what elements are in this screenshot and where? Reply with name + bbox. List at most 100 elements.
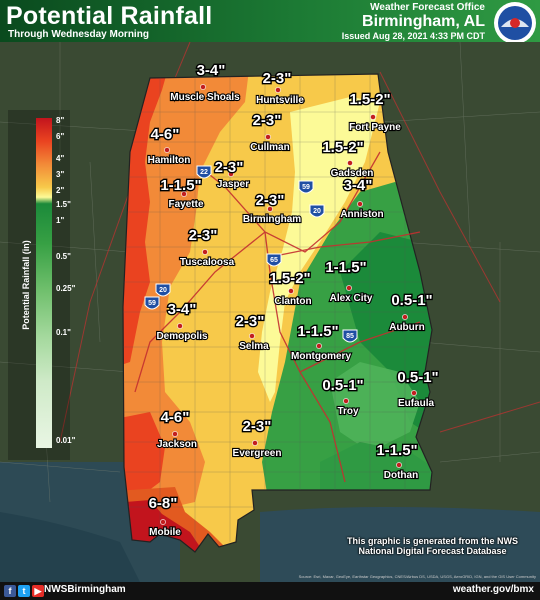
graphic-subtitle: Through Wednesday Morning <box>8 29 149 40</box>
note-line-2: National Digital Forecast Database <box>358 546 507 556</box>
city-markers <box>160 84 417 525</box>
rainfall-amount-label: 3-4" <box>344 177 373 194</box>
city-label: Troy <box>337 406 359 417</box>
legend-tick-label: 0.25" <box>56 284 76 293</box>
interstate-shield-icon: 20 <box>155 283 171 297</box>
legend-tick-label: 4" <box>56 154 65 163</box>
city-label: Alex City <box>330 293 373 304</box>
city-dot-icon <box>249 333 255 339</box>
city-label: Dothan <box>384 470 418 481</box>
city-label: Muscle Shoals <box>170 92 240 103</box>
city-label: Jasper <box>217 179 249 190</box>
interstate-number: 65 <box>270 257 278 264</box>
city-dot-icon <box>316 343 322 349</box>
city-dot-icon <box>402 314 408 320</box>
rainfall-amount-label: 2-3" <box>236 313 265 330</box>
city-dot-icon <box>200 84 206 90</box>
office-name: Weather Forecast Office <box>370 2 485 13</box>
city-label: Hamilton <box>148 155 191 166</box>
legend-color-bar <box>36 118 52 448</box>
facebook-icon[interactable]: f <box>4 585 16 597</box>
interstate-number: 85 <box>346 333 354 340</box>
rainfall-legend: 8" 6" 4" 3" 2" 1.5" 1" 0.5" 0.25" 0.1" 0.01" Poten… <box>8 110 75 460</box>
interstate-shield-icon: 59 <box>298 180 314 194</box>
rainfall-amount-label: 0.5-1" <box>397 369 438 386</box>
city-label: Demopolis <box>156 331 208 342</box>
city-dot-icon <box>172 431 178 437</box>
legend-tick-label: 6" <box>56 132 65 141</box>
rainfall-amount-label: 4-6" <box>161 409 190 426</box>
interstate-number: 59 <box>148 300 156 307</box>
city-label: Tuscaloosa <box>180 257 235 268</box>
youtube-icon[interactable]: ▶ <box>32 585 44 597</box>
rainfall-amount-label: 0.5-1" <box>322 377 363 394</box>
rainfall-amount-label: 6-8" <box>149 495 178 512</box>
legend-tick-label: 1.5" <box>56 200 71 209</box>
city-dot-icon <box>164 147 170 153</box>
city-dot-icon <box>267 206 273 212</box>
city-dot-icon <box>343 398 349 404</box>
data-source-note: This graphic is generated from the NWS N… <box>347 536 518 556</box>
city-label: Gadsden <box>331 168 374 179</box>
rainfall-amount-label: 2-3" <box>263 70 292 87</box>
legend-tick-label: 0.01" <box>56 436 76 445</box>
graphic-title: Potential Rainfall <box>6 2 213 30</box>
nws-logo-icon <box>494 2 536 44</box>
rainfall-amount-label: 1-1.5" <box>297 323 338 340</box>
legend-tick-label: 2" <box>56 186 65 195</box>
city-dot-icon <box>396 462 402 468</box>
interstate-shield-icon: 85 <box>342 329 358 343</box>
rainfall-amount-label: 2-3" <box>243 418 272 435</box>
city-dot-icon <box>346 285 352 291</box>
interstate-number: 20 <box>313 208 321 215</box>
issued-time: Issued Aug 28, 2021 4:33 PM CDT <box>341 31 485 41</box>
city-dot-icon <box>347 160 353 166</box>
legend-tick-label: 0.5" <box>56 252 71 261</box>
city-dot-icon <box>275 87 281 93</box>
interstate-highways <box>134 151 421 483</box>
interstate-shield-icon: 20 <box>309 204 325 218</box>
city-dot-icon <box>252 440 258 446</box>
social-handle[interactable]: NWSBirmingham <box>44 584 126 595</box>
city-label: Mobile <box>149 527 181 538</box>
city-label: Selma <box>239 341 269 352</box>
interstate-shield-icon: 22 <box>196 165 212 179</box>
rainfall-amount-label: 0.5-1" <box>391 292 432 309</box>
city-dot-icon <box>228 171 234 177</box>
rainfall-amount-label: 2-3" <box>189 227 218 244</box>
city-dot-icon <box>160 519 166 525</box>
city-label: Montgomery <box>291 351 351 362</box>
interstate-shield-icon: 65 <box>266 253 282 267</box>
city-label: Jackson <box>157 439 197 450</box>
alabama-outline <box>122 73 433 553</box>
interstate-shield-icon: 59 <box>144 296 160 310</box>
city-label: Huntsville <box>256 95 304 106</box>
note-line-1: This graphic is generated from the NWS <box>346 536 518 546</box>
rainfall-amount-label: 1-1.5" <box>160 177 201 194</box>
city-dot-icon <box>202 249 208 255</box>
legend-title: Potential Rainfall (in) <box>21 240 31 330</box>
city-label: Birmingham <box>243 214 301 225</box>
rainfall-amount-label: 3-4" <box>197 62 226 79</box>
city-dot-icon <box>177 323 183 329</box>
city-dot-icon <box>265 134 271 140</box>
footer-bar: f t ▶ NWSBirmingham weather.gov/bmx <box>0 582 540 600</box>
city-label: Auburn <box>389 322 425 333</box>
city-label: Cullman <box>250 142 289 153</box>
website-link[interactable]: weather.gov/bmx <box>452 584 534 595</box>
rainfall-amount-label: 2-3" <box>256 192 285 209</box>
rainfall-amount-label: 1-1.5" <box>376 442 417 459</box>
legend-tick-label: 0.1" <box>56 328 71 337</box>
city-dot-icon <box>288 288 294 294</box>
city-label: Clanton <box>274 296 311 307</box>
twitter-icon[interactable]: t <box>18 585 30 597</box>
city-dot-icon <box>370 114 376 120</box>
rainfall-amount-label: 1.5-2" <box>269 270 310 287</box>
legend-tick-label: 3" <box>56 170 65 179</box>
rainfall-amount-label: 1-1.5" <box>325 259 366 276</box>
city-dot-icon <box>181 191 187 197</box>
interstate-number: 20 <box>159 287 167 294</box>
imagery-source: Source: Esri, Maxar, GeoEye, Earthstar G… <box>298 574 536 579</box>
rainfall-amount-label: 1.5-2" <box>349 91 390 108</box>
